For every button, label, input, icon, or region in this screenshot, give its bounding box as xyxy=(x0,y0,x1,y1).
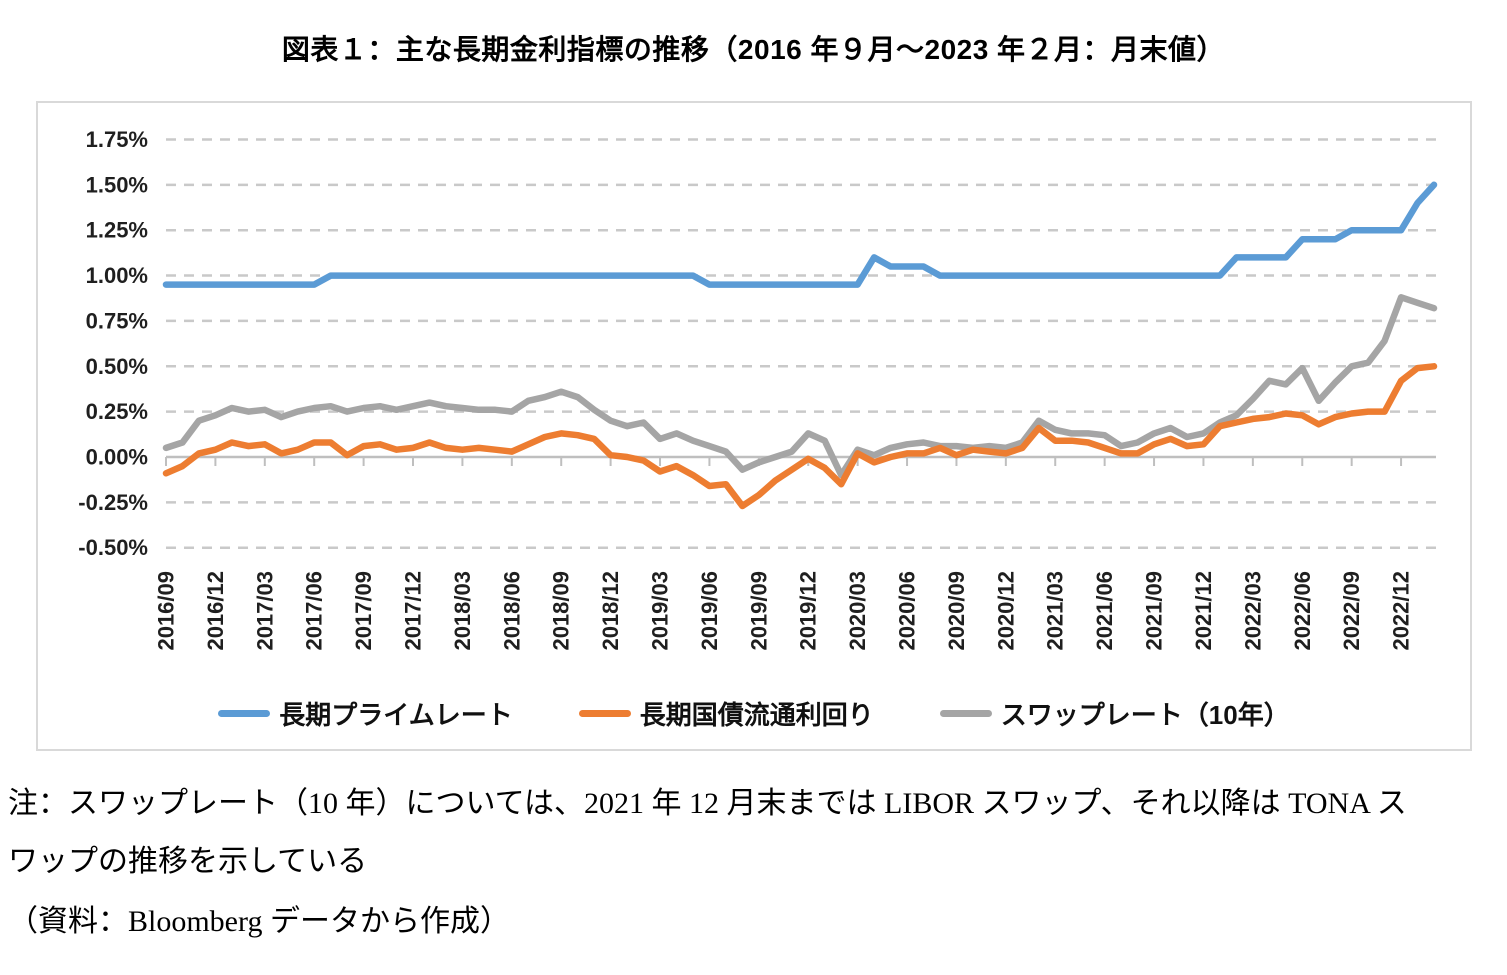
y-axis-tick-label: 0.25% xyxy=(86,399,148,424)
legend-swatch-jgb-yield xyxy=(578,710,631,717)
chart-notes: 注：スワップレート（10 年）については、2021 年 12 月末までは LIB… xyxy=(8,782,1503,944)
y-axis-tick-label: 1.50% xyxy=(86,172,148,197)
y-axis-tick-label: 1.75% xyxy=(86,127,148,152)
y-axis-tick-labels: 1.75% 1.50% 1.25% 1.00% 0.75% 0.50% 0.25% 0.00%… xyxy=(78,127,148,560)
x-axis-tick-label: 2020/03 xyxy=(845,571,870,651)
x-axis-tick-label: 2018/03 xyxy=(450,571,475,651)
x-axis-tick-label: 2020/12 xyxy=(993,571,1018,651)
x-axis-tick-label: 2016/12 xyxy=(203,571,228,651)
y-axis-tick-label: 0.50% xyxy=(86,354,148,379)
legend-swatch-prime-rate xyxy=(218,710,271,717)
x-axis-tick-label: 2018/06 xyxy=(499,571,524,651)
y-axis-tick-label: -0.50% xyxy=(78,535,148,560)
x-axis-tick-label: 2021/12 xyxy=(1191,571,1216,651)
x-axis-tick-label: 2021/09 xyxy=(1142,571,1167,651)
x-axis-tick-label: 2022/03 xyxy=(1240,571,1265,651)
x-axis-tick-label: 2019/09 xyxy=(746,571,771,651)
y-axis-tick-label: -0.25% xyxy=(78,490,148,515)
legend-item-jgb-yield: 長期国債流通利回り xyxy=(578,695,874,732)
x-axis-tick-label: 2018/09 xyxy=(549,571,574,651)
chart-frame: 1.75% 1.50% 1.25% 1.00% 0.75% 0.50% 0.25% 0.00%… xyxy=(36,101,1472,751)
legend-item-swap-rate: スワップレート（10年） xyxy=(939,695,1290,732)
legend-label-swap-rate: スワップレート（10年） xyxy=(1000,700,1290,730)
legend-label-jgb-yield: 長期国債流通利回り xyxy=(639,700,874,730)
x-axis-tick-label: 2022/06 xyxy=(1290,571,1315,651)
x-axis-tick-label: 2022/09 xyxy=(1339,571,1364,651)
prime-rate-line xyxy=(162,181,1438,288)
line-chart-plot: 1.75% 1.50% 1.25% 1.00% 0.75% 0.50% 0.25% 0.00%… xyxy=(78,127,1438,651)
legend-item-prime-rate: 長期プライムレート xyxy=(218,695,513,732)
x-axis-tick-label: 2019/06 xyxy=(697,571,722,651)
x-axis-tick-label: 2016/09 xyxy=(154,571,179,651)
y-axis-tick-label: 1.00% xyxy=(86,263,148,288)
gridlines xyxy=(166,138,1436,549)
y-axis-tick-label: 1.25% xyxy=(86,218,148,243)
x-axis-tick-label: 2020/06 xyxy=(895,571,920,651)
chart-title: 図表１：主な長期金利指標の推移（2016 年９月～2023 年２月：月末値） xyxy=(281,34,1226,65)
note-line-1: 注：スワップレート（10 年）については、2021 年 12 月末までは LIB… xyxy=(8,787,1407,820)
x-axis-tick-label: 2019/12 xyxy=(796,571,821,651)
jgb-yield-line xyxy=(162,363,1438,510)
x-axis-tick-labels: 2016/09 2016/12 2017/03 2017/06 2017/09 2017/… xyxy=(154,457,1414,651)
x-axis-tick-label: 2018/12 xyxy=(598,571,623,651)
x-axis-tick-label: 2021/06 xyxy=(1092,571,1117,651)
x-axis-tick-label: 2017/06 xyxy=(302,571,327,651)
x-axis-tick-label: 2021/03 xyxy=(1043,571,1068,651)
source-note: （資料：Bloomberg データから作成） xyxy=(8,905,510,938)
legend-label-prime-rate: 長期プライムレート xyxy=(279,700,513,730)
swap-rate-line xyxy=(162,294,1438,479)
y-axis-tick-label: 0.00% xyxy=(86,445,148,470)
x-axis-tick-label: 2017/12 xyxy=(401,571,426,651)
legend-swatch-swap-rate xyxy=(939,710,992,717)
x-axis-tick-label: 2020/09 xyxy=(944,571,969,651)
chart-legend: 長期プライムレート 長期国債流通利回り スワップレート（10年） xyxy=(38,695,1470,732)
x-axis-tick-label: 2017/03 xyxy=(252,571,277,651)
x-axis-tick-label: 2017/09 xyxy=(351,571,376,651)
x-axis-tick-label: 2022/12 xyxy=(1389,571,1414,651)
x-axis-tick-label: 2019/03 xyxy=(648,571,673,651)
note-line-2: ワップの推移を示している xyxy=(8,845,368,878)
y-axis-tick-label: 0.75% xyxy=(86,308,148,333)
